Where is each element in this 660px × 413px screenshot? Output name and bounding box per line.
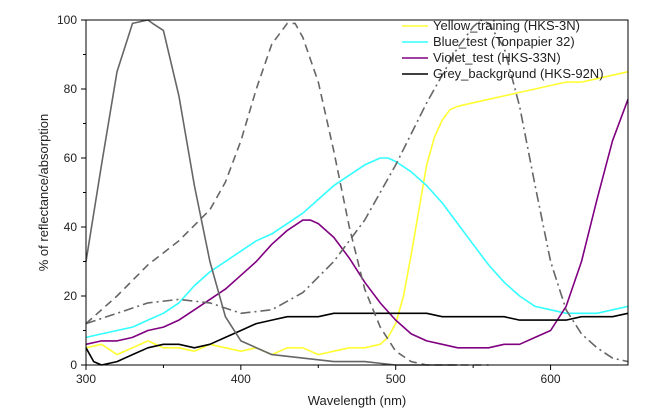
legend-label: Yellow_training (HKS-3N): [433, 18, 580, 33]
x-tick-label: 600: [541, 372, 561, 386]
y-tick-label: 100: [57, 13, 77, 27]
x-tick-label: 300: [76, 372, 96, 386]
axes-layer: 300 400 500 600 0 20 40 60 80 100: [57, 13, 561, 386]
series-line-4: [85, 19, 458, 366]
x-tick-label: 500: [386, 372, 406, 386]
series-line-5: [85, 22, 489, 366]
x-tick-label: 400: [231, 372, 251, 386]
series-line-grey-background: [85, 312, 629, 366]
series-line-violet-test: [85, 99, 629, 349]
y-axis-title: % of reflectance/absorption: [36, 114, 51, 272]
y-tick-label: 60: [64, 151, 78, 165]
legend-label: Grey_background (HKS-92N): [433, 66, 604, 81]
y-tick-label: 0: [70, 358, 77, 372]
legend-label: Violet_test (HKS-33N): [433, 50, 561, 65]
series-layer: [85, 19, 629, 366]
x-axis-title: Wavelength (nm): [308, 393, 407, 408]
series-line-yellow-training: [85, 71, 629, 356]
y-tick-label: 80: [64, 82, 78, 96]
y-tick-label: 40: [64, 220, 78, 234]
legend-label: Blue_test (Tonpapier 32): [433, 34, 575, 49]
series-line-6: [85, 19, 629, 363]
legend: Yellow_training (HKS-3N)Blue_test (Tonpa…: [402, 18, 604, 81]
series-line-blue-test: [85, 157, 629, 339]
y-tick-label: 20: [64, 289, 78, 303]
